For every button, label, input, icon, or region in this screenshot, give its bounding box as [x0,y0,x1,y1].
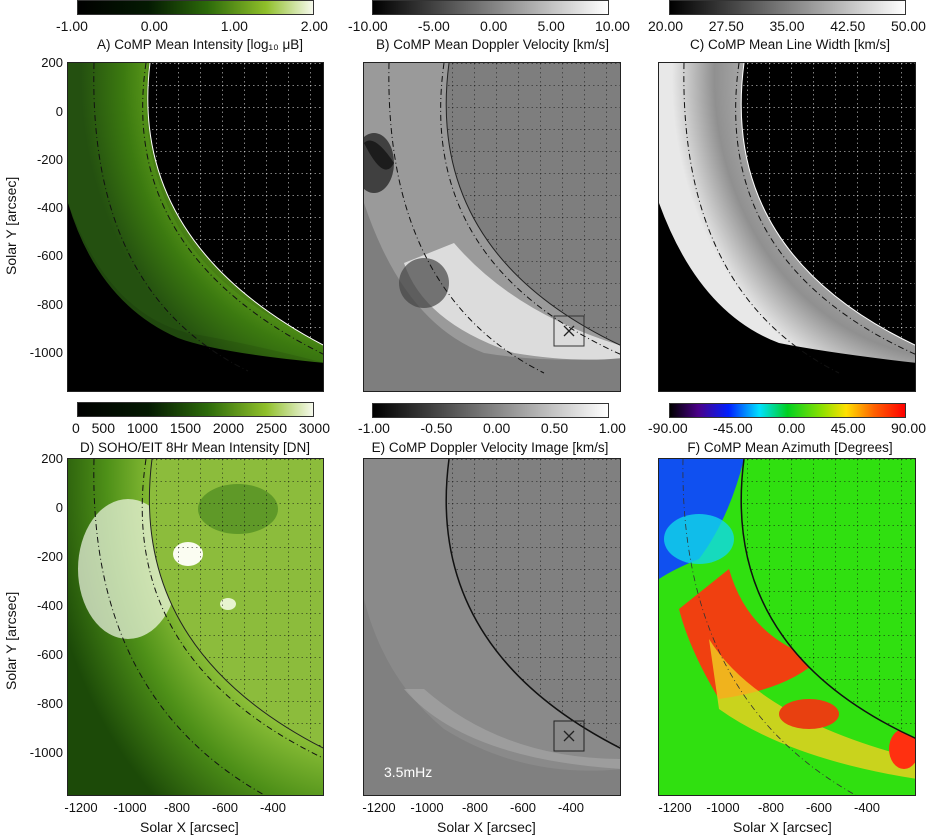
colorbar-c-ticks: 20.00 27.50 35.00 42.50 50.00 [648,18,926,34]
y-axis-title: Solar Y [arcsec] [3,591,19,690]
colorbar-e [372,403,609,418]
tick-label: -45.00 [713,420,753,436]
tick-label: 20.00 [648,18,684,34]
tick-label: 90.00 [890,420,926,436]
x-tick-label: -600 [805,800,833,815]
y-tick-label: -1000 [29,345,63,360]
colorbar-b-ticks: -10.00 -5.00 0.00 5.00 10.00 [348,18,630,34]
y-tick-label: -200 [36,152,63,167]
tick-label: 1.00 [598,420,626,436]
x-tick-label: -1200 [658,800,692,815]
tick-label: 0.00 [483,420,511,436]
x-axis-title: Solar X [arcsec] [437,819,536,835]
tick-label: 0.00 [140,18,168,34]
tick-label: -1.00 [358,420,390,436]
y-tick-label: -400 [36,598,63,613]
tick-label: 35.00 [769,18,805,34]
tick-label: -10.00 [348,18,388,34]
colorbar-c [669,0,906,15]
panel-f-image [658,458,916,796]
tick-label: 0.50 [540,420,569,436]
y-tick-label: -1000 [29,745,63,760]
panel-b-image [363,62,621,392]
x-tick-label: -400 [259,800,287,815]
panel-e-image: 3.5mHz [363,458,621,796]
x-tick-label: -1200 [64,800,98,815]
y-axis-title: Solar Y [arcsec] [3,176,19,275]
tick-label: 42.50 [830,18,866,34]
y-tick-label: -800 [36,696,63,711]
tick-label: 2.00 [300,18,328,34]
x-axis-title: Solar X [arcsec] [140,819,239,835]
tick-label: -5.00 [417,18,450,34]
panel-f-title: F) CoMP Mean Azimuth [Degrees] [687,440,893,455]
panel-b-title: B) CoMP Mean Doppler Velocity [km/s] [375,37,610,52]
y-tick-label: 200 [41,451,63,466]
x-tick-label: -1000 [410,800,444,815]
x-tick-label: -800 [757,800,785,815]
x-tick-label: -1000 [113,800,147,815]
x-tick-label: -400 [557,800,585,815]
panel-a-image [67,62,324,392]
y-tick-label: -800 [36,297,63,312]
x-tick-label: -1200 [362,800,396,815]
panel-e-title: E) CoMP Doppler Velocity Image [km/s] [371,440,609,455]
panel-c-image [658,62,916,392]
tick-label: 0.00 [778,420,806,436]
colorbar-f [669,403,906,418]
x-tick-label: -1000 [706,800,740,815]
tick-label: 5.00 [537,18,565,34]
tick-label: 2000 [212,420,244,436]
colorbar-a-ticks: -1.00 0.00 1.00 2.00 [56,18,328,34]
colorbar-d-ticks: 0 500 1000 1500 2000 2500 3000 [72,420,330,436]
x-tick-label: -400 [853,800,881,815]
tick-label: 1500 [169,420,201,436]
tick-label: 1.00 [220,18,248,34]
x-tick-label: -800 [163,800,191,815]
tick-label: -1.00 [56,18,88,34]
x-tick-label: -600 [509,800,537,815]
colorbar-e-ticks: -1.00 -0.50 0.00 0.50 1.00 [358,420,626,436]
y-tick-label: 200 [41,55,63,70]
tick-label: 500 [91,420,115,436]
colorbar-b [372,0,609,15]
tick-label: -0.50 [420,420,453,436]
panel-d-image [67,458,324,796]
x-tick-label: -600 [211,800,239,815]
panel-c-title: C) CoMP Mean Line Width [km/s] [689,37,891,52]
y-tick-label: 0 [55,104,63,119]
tick-label: 27.50 [708,18,744,34]
colorbar-a [77,0,314,15]
tick-label: 0 [72,420,80,436]
x-axis-title: Solar X [arcsec] [733,819,832,835]
y-tick-label: -200 [36,549,63,564]
tick-label: -90.00 [648,420,688,436]
panel-a-title: A) CoMP Mean Intensity [log₁₀ μB] [96,37,304,52]
frequency-label: 3.5mHz [384,764,433,780]
tick-label: 1000 [126,420,158,436]
colorbar-f-ticks: -90.00 -45.00 0.00 45.00 90.00 [648,420,926,436]
tick-label: 3000 [298,420,330,436]
y-tick-label: -600 [36,647,63,662]
tick-label: 0.00 [480,18,508,34]
tick-label: 10.00 [594,18,630,34]
colorbar-d [77,402,314,417]
y-tick-label: 0 [55,500,63,515]
tick-label: 50.00 [890,18,926,34]
panel-d-title: D) SOHO/EIT 8Hr Mean Intensity [DN] [79,440,311,455]
y-tick-label: -600 [36,248,63,263]
x-tick-label: -800 [461,800,489,815]
tick-label: 2500 [255,420,287,436]
y-tick-label: -400 [36,200,63,215]
tick-label: 45.00 [830,420,866,436]
